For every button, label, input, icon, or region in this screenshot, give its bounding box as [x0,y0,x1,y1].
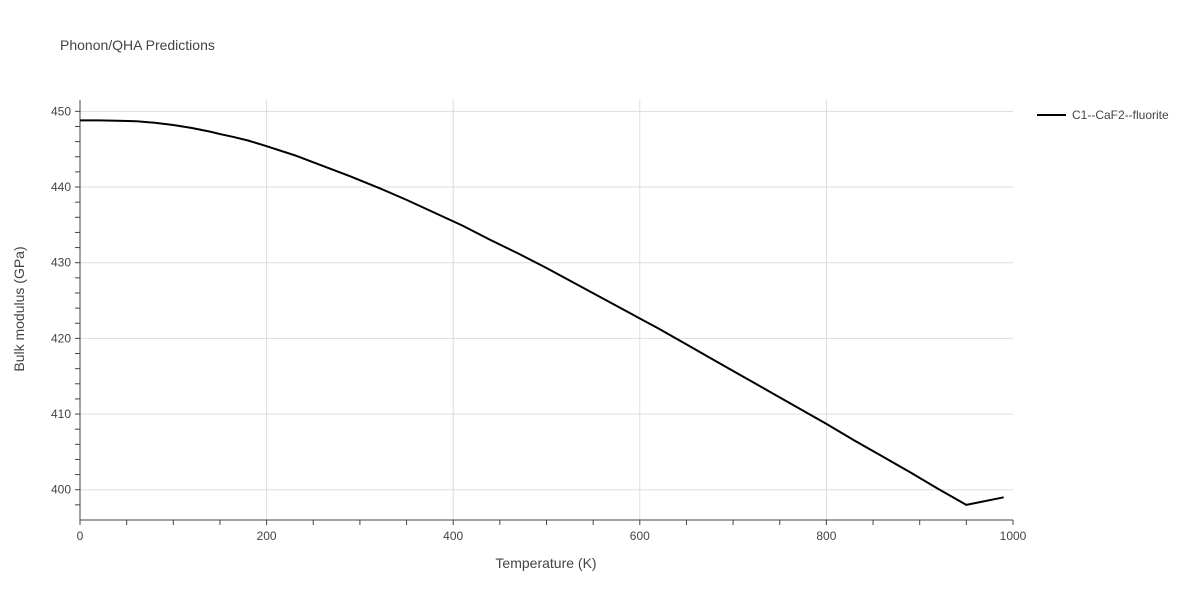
series-layer [80,119,1004,506]
grid-layer [80,100,1013,520]
x-axis-title: Temperature (K) [495,555,596,571]
y-tick-label: 400 [51,483,71,497]
y-axis-title: Bulk modulus (GPa) [11,246,27,371]
x-tick-label: 600 [630,529,650,543]
y-tick-label: 420 [51,331,71,345]
y-tick-label: 450 [51,104,71,118]
x-tick-label: 400 [443,529,463,543]
axes-layer: 400 410 420 430 440 450 0 200 400 600 800 1000 [51,100,1027,543]
x-tick-label: 0 [77,529,84,543]
legend[interactable]: C1--CaF2--fluorite [1037,108,1169,122]
x-tick-label: 800 [816,529,836,543]
x-tick-label: 1000 [1000,529,1027,543]
legend-label: C1--CaF2--fluorite [1072,108,1169,122]
y-tick-label: 440 [51,180,71,194]
chart-title: Phonon/QHA Predictions [60,37,215,53]
series-line[interactable] [80,119,1004,506]
y-tick-label: 430 [51,256,71,270]
y-tick-label: 410 [51,407,71,421]
x-tick-label: 200 [257,529,277,543]
